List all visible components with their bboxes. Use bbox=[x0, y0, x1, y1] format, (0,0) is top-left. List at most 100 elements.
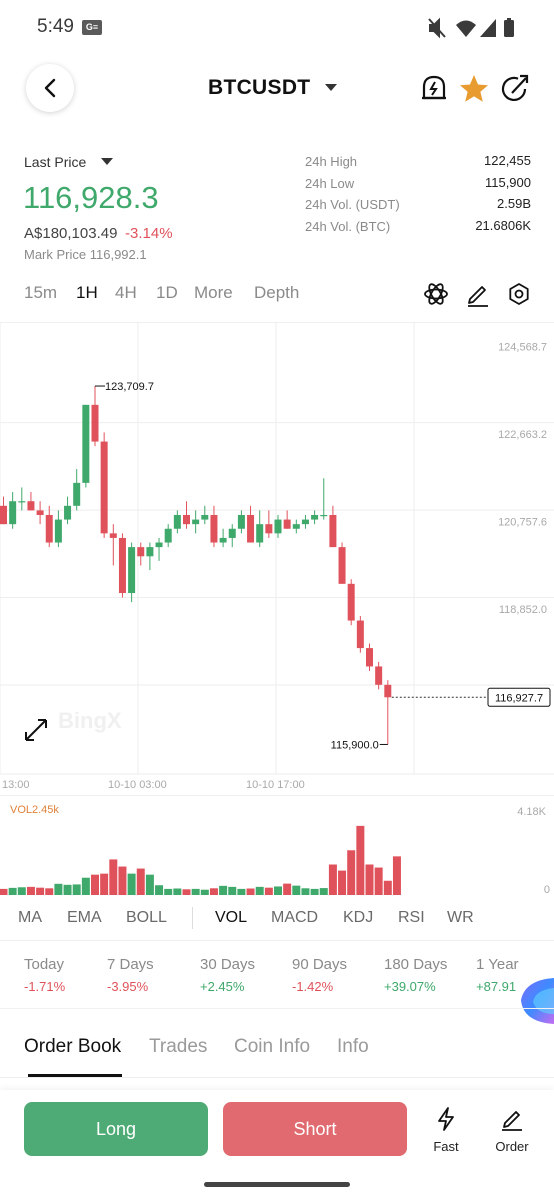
candle bbox=[210, 505, 218, 548]
draw-pencil-icon[interactable] bbox=[465, 281, 491, 307]
timeframe-1d[interactable]: 1D bbox=[156, 283, 178, 302]
home-indicator bbox=[204, 1182, 350, 1187]
x-tick-label: 10-10 03:00 bbox=[108, 779, 167, 791]
high-annotation: 123,709.7 bbox=[105, 381, 154, 393]
candle bbox=[146, 542, 154, 571]
last-price-selector[interactable]: Last Price bbox=[24, 154, 86, 170]
last-price-label: Last Price bbox=[24, 154, 87, 170]
candle bbox=[375, 661, 383, 690]
candle bbox=[347, 579, 355, 626]
current-price-box bbox=[487, 687, 551, 707]
volume-max-label: 4.18K bbox=[517, 806, 546, 818]
timeframe-4h[interactable]: 4H bbox=[115, 283, 137, 302]
fast-order-button[interactable]: Fast bbox=[424, 1106, 468, 1154]
volume-bar bbox=[237, 888, 246, 895]
perf-label: 90 Days bbox=[292, 956, 348, 973]
candle bbox=[137, 542, 145, 566]
caret-down-icon[interactable] bbox=[100, 157, 114, 167]
tab-coin-info[interactable]: Coin Info bbox=[234, 1036, 311, 1057]
volume-bar bbox=[246, 888, 255, 895]
perf-30-days: 30 Days +2.45% bbox=[200, 956, 255, 994]
status-bar: 5:49 G≡ bbox=[0, 0, 554, 56]
volume-bar bbox=[264, 887, 273, 895]
timeframe-1h[interactable]: 1H bbox=[76, 283, 98, 302]
indicator-ma[interactable]: MA bbox=[18, 909, 42, 926]
long-button[interactable]: Long bbox=[24, 1102, 208, 1156]
last-price-value: 116,928.3 bbox=[23, 180, 159, 215]
perf-value: -1.71% bbox=[24, 979, 66, 994]
indicator-ema[interactable]: EMA bbox=[67, 909, 102, 926]
perf-label: 7 Days bbox=[107, 956, 154, 973]
caret-down-icon[interactable] bbox=[324, 83, 338, 93]
timeframe-more[interactable]: More bbox=[194, 283, 233, 302]
candle bbox=[173, 510, 181, 534]
lightning-icon bbox=[438, 1107, 454, 1131]
stat-value: 21.6806K bbox=[475, 217, 531, 233]
tab-order-book[interactable]: Order Book bbox=[24, 1036, 122, 1057]
volume-bar bbox=[118, 866, 127, 895]
candle bbox=[100, 432, 108, 538]
battery-icon bbox=[504, 18, 514, 37]
indicator-rsi[interactable]: RSI bbox=[398, 909, 425, 926]
volume-bar bbox=[209, 888, 218, 895]
candle bbox=[228, 524, 236, 548]
order-button[interactable]: Order bbox=[490, 1106, 534, 1154]
symbol-selector[interactable]: BTCUSDT bbox=[208, 76, 310, 100]
short-button[interactable]: Short bbox=[223, 1102, 407, 1156]
candle bbox=[128, 542, 136, 603]
volume-bar bbox=[347, 850, 356, 895]
favorite-star-icon[interactable] bbox=[459, 74, 489, 104]
stat-row: 24h Vol. (USDT) 2.59B bbox=[305, 196, 531, 218]
mark-price: Mark Price 116,992.1 bbox=[24, 247, 147, 262]
candle bbox=[366, 643, 373, 672]
chart-settings-icon[interactable] bbox=[506, 281, 532, 307]
volume-bar bbox=[356, 825, 365, 895]
volume-bar bbox=[155, 885, 164, 895]
volume-bar bbox=[8, 887, 17, 895]
share-refresh-icon[interactable] bbox=[500, 74, 530, 104]
timeframe-15m[interactable]: 15m bbox=[24, 283, 58, 302]
candle bbox=[292, 519, 300, 534]
timeframe-depth[interactable]: Depth bbox=[254, 283, 300, 302]
candle bbox=[9, 492, 17, 529]
volume-bar bbox=[17, 887, 26, 895]
status-icons bbox=[428, 17, 514, 39]
volume-bar bbox=[36, 887, 45, 895]
volume-min-label: 0 bbox=[544, 884, 550, 896]
candle bbox=[384, 680, 392, 745]
candlestick-chart[interactable]: BingX 124,568.7 122,663.2 120,757.6 118,852… bbox=[0, 322, 554, 794]
expand-icon[interactable] bbox=[25, 719, 47, 741]
back-button[interactable] bbox=[26, 64, 74, 112]
volume-bar bbox=[255, 886, 264, 895]
indicator-wr[interactable]: WR bbox=[447, 909, 474, 926]
candle bbox=[338, 542, 346, 584]
volume-bar bbox=[164, 888, 173, 895]
y-tick-label: 122,663.2 bbox=[498, 429, 547, 441]
indicator-atom-icon[interactable] bbox=[423, 281, 449, 307]
indicator-macd[interactable]: MACD bbox=[271, 909, 319, 926]
perf-value: -3.95% bbox=[107, 979, 149, 994]
volume-bar bbox=[328, 864, 337, 895]
tab-info[interactable]: Info bbox=[337, 1036, 369, 1057]
chevron-left-icon bbox=[44, 78, 56, 98]
status-time: 5:49 bbox=[37, 16, 74, 37]
perf-1-year: 1 Year +87.91 bbox=[476, 956, 519, 994]
assistant-orb-icon[interactable] bbox=[519, 976, 554, 1026]
candle bbox=[311, 510, 319, 525]
price-alert-bell-icon[interactable] bbox=[420, 74, 448, 104]
volume-bar bbox=[274, 886, 282, 895]
y-tick-label: 118,852.0 bbox=[499, 604, 547, 616]
indicator-boll[interactable]: BOLL bbox=[126, 909, 167, 926]
volume-bar bbox=[136, 868, 145, 895]
volume-chart: VOL2.45k 4.18K 0 bbox=[0, 795, 554, 896]
candle bbox=[64, 496, 72, 525]
volume-bar bbox=[145, 874, 154, 895]
perf-value: -1.42% bbox=[292, 979, 334, 994]
indicator-vol[interactable]: VOL bbox=[215, 909, 248, 926]
candle bbox=[356, 615, 364, 653]
stats-panel: 24h High 122,455 24h Low 115,900 24h Vol… bbox=[305, 153, 531, 239]
stat-row: 24h Low 115,900 bbox=[305, 175, 531, 197]
indicator-kdj[interactable]: KDJ bbox=[343, 909, 374, 926]
tab-trades[interactable]: Trades bbox=[149, 1036, 208, 1057]
stat-label: 24h Vol. (USDT) bbox=[305, 197, 400, 212]
